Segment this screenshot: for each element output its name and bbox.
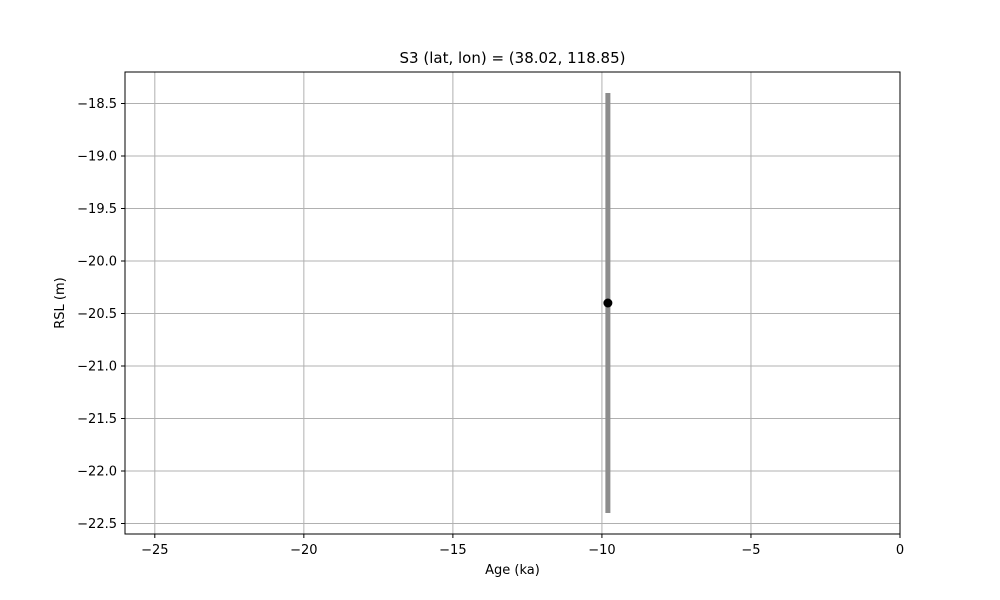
y-tick-label: −19.0 <box>77 150 117 165</box>
x-axis-title: Age (ka) <box>485 563 540 578</box>
plot-frame <box>124 71 901 535</box>
x-tick-label: −10 <box>588 543 615 558</box>
y-axis-title: RSL (m) <box>53 277 68 328</box>
x-tick-label: −15 <box>439 543 466 558</box>
y-tick-label: −20.5 <box>77 307 117 322</box>
x-tick-label: −25 <box>141 543 168 558</box>
axis-ticks: −25 −20 −15 −10 −5 0 −18.5 −19.0 −19.5 −20.0 −20.5… <box>77 97 904 558</box>
y-tick-label: −21.5 <box>77 412 117 427</box>
y-tick-label: −22.0 <box>77 465 117 480</box>
y-tick-label: −20.0 <box>77 255 117 270</box>
x-tick-label: −5 <box>741 543 760 558</box>
chart-title: S3 (lat, lon) = (38.02, 118.85) <box>400 49 626 67</box>
data-marks <box>603 93 613 513</box>
y-tick-label: −22.5 <box>77 517 117 532</box>
y-tick-label: −18.5 <box>77 97 117 112</box>
x-tick-label: −20 <box>290 543 317 558</box>
x-tick-label: 0 <box>896 543 904 558</box>
data-point <box>603 298 613 308</box>
y-tick-label: −19.5 <box>77 202 117 217</box>
y-tick-label: −21.0 <box>77 360 117 375</box>
